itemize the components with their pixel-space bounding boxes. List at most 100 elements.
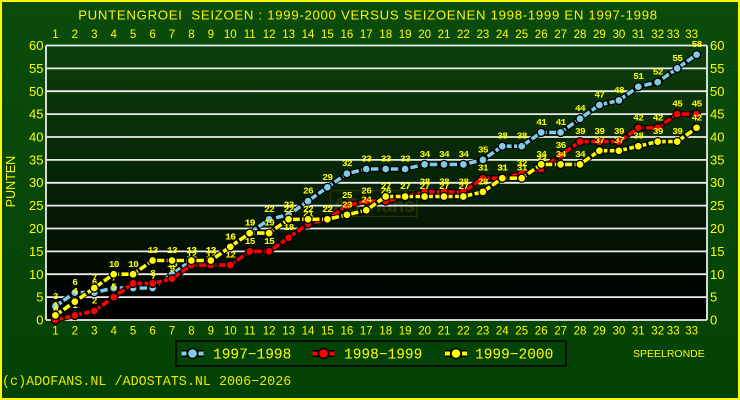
svg-text:10: 10 — [224, 29, 237, 41]
svg-text:19: 19 — [399, 29, 412, 41]
svg-text:PUNTEN: PUNTEN — [4, 156, 18, 207]
svg-text:33: 33 — [685, 326, 698, 338]
svg-text:3: 3 — [53, 291, 59, 302]
svg-text:45: 45 — [710, 107, 724, 122]
svg-text:15: 15 — [321, 326, 334, 338]
svg-text:2: 2 — [72, 326, 78, 338]
svg-text:27: 27 — [381, 181, 392, 192]
svg-text:8: 8 — [188, 326, 194, 338]
svg-text:15: 15 — [29, 244, 43, 259]
svg-text:19: 19 — [264, 218, 275, 229]
svg-text:13: 13 — [206, 245, 217, 256]
svg-text:50: 50 — [710, 84, 724, 99]
svg-text:13: 13 — [186, 245, 197, 256]
svg-text:33: 33 — [536, 154, 547, 165]
svg-text:22: 22 — [303, 204, 314, 215]
svg-text:60: 60 — [29, 38, 43, 53]
svg-text:40: 40 — [29, 130, 43, 145]
svg-text:22: 22 — [264, 204, 275, 215]
svg-text:3: 3 — [91, 29, 97, 41]
svg-text:10: 10 — [109, 259, 120, 270]
svg-text:12: 12 — [186, 250, 197, 261]
svg-text:23: 23 — [284, 199, 295, 210]
svg-text:32: 32 — [651, 29, 664, 41]
svg-text:0: 0 — [53, 305, 59, 316]
svg-text:15: 15 — [264, 236, 275, 247]
svg-text:13: 13 — [206, 245, 217, 256]
svg-text:30: 30 — [613, 29, 626, 41]
svg-text:35: 35 — [710, 152, 724, 167]
svg-text:39: 39 — [575, 126, 586, 137]
svg-text:26: 26 — [535, 326, 548, 338]
svg-text:26: 26 — [381, 186, 392, 197]
svg-text:39: 39 — [614, 126, 625, 137]
svg-text:27: 27 — [400, 181, 411, 192]
svg-text:26: 26 — [303, 186, 314, 197]
svg-text:17: 17 — [360, 326, 373, 338]
svg-text:55: 55 — [710, 61, 724, 76]
svg-text:8: 8 — [188, 29, 194, 41]
svg-text:41: 41 — [536, 117, 547, 128]
svg-text:27: 27 — [554, 29, 567, 41]
svg-text:32: 32 — [342, 158, 353, 169]
svg-text:4: 4 — [110, 29, 117, 41]
svg-text:7: 7 — [169, 29, 175, 41]
svg-text:48: 48 — [614, 85, 625, 96]
svg-text:24: 24 — [496, 326, 509, 338]
svg-text:21: 21 — [438, 326, 451, 338]
svg-text:34: 34 — [556, 149, 567, 160]
svg-text:44: 44 — [575, 103, 586, 114]
svg-text:28: 28 — [458, 176, 469, 187]
svg-text:17: 17 — [360, 29, 373, 41]
svg-text:47: 47 — [594, 90, 605, 101]
svg-text:24: 24 — [361, 195, 372, 206]
svg-text:2: 2 — [72, 29, 78, 41]
svg-text:28: 28 — [420, 176, 431, 187]
svg-text:8: 8 — [150, 268, 156, 279]
svg-text:6: 6 — [149, 29, 155, 41]
svg-text:16: 16 — [341, 29, 354, 41]
svg-text:6: 6 — [72, 277, 78, 288]
svg-text:28: 28 — [478, 176, 489, 187]
svg-text:13: 13 — [167, 245, 178, 256]
svg-text:7: 7 — [150, 273, 156, 284]
svg-text:1: 1 — [52, 29, 58, 41]
svg-text:27: 27 — [554, 326, 567, 338]
svg-text:18: 18 — [379, 29, 392, 41]
svg-text:34: 34 — [458, 149, 469, 160]
svg-text:60: 60 — [710, 38, 724, 53]
svg-text:29: 29 — [593, 326, 606, 338]
svg-text:27: 27 — [420, 181, 431, 192]
svg-text:41: 41 — [556, 117, 567, 128]
svg-text:27: 27 — [400, 181, 411, 192]
svg-text:12: 12 — [263, 326, 276, 338]
svg-text:32: 32 — [517, 158, 528, 169]
svg-text:1998−1999: 1998−1999 — [344, 348, 422, 364]
svg-text:34: 34 — [420, 149, 431, 160]
svg-text:26: 26 — [535, 29, 548, 41]
svg-text:15: 15 — [245, 236, 256, 247]
svg-text:31: 31 — [478, 163, 489, 174]
svg-text:42: 42 — [633, 112, 644, 123]
svg-text:19: 19 — [245, 218, 256, 229]
svg-text:10: 10 — [29, 267, 43, 282]
svg-text:38: 38 — [517, 131, 528, 142]
svg-text:13: 13 — [282, 326, 295, 338]
svg-text:1: 1 — [53, 300, 59, 311]
svg-text:5: 5 — [710, 290, 717, 305]
svg-text:23: 23 — [342, 199, 353, 210]
svg-text:9: 9 — [169, 263, 175, 274]
svg-text:33: 33 — [361, 154, 372, 165]
svg-text:50: 50 — [29, 84, 43, 99]
svg-text:5: 5 — [111, 282, 117, 293]
svg-text:34: 34 — [536, 149, 547, 160]
svg-text:37: 37 — [594, 135, 605, 146]
svg-text:22: 22 — [284, 204, 295, 215]
svg-text:1997−1998: 1997−1998 — [213, 348, 291, 364]
svg-text:13: 13 — [186, 245, 197, 256]
svg-text:31: 31 — [497, 163, 508, 174]
svg-text:33: 33 — [667, 326, 680, 338]
svg-text:12: 12 — [206, 250, 217, 261]
svg-text:11: 11 — [244, 29, 256, 41]
svg-text:31: 31 — [632, 326, 645, 338]
